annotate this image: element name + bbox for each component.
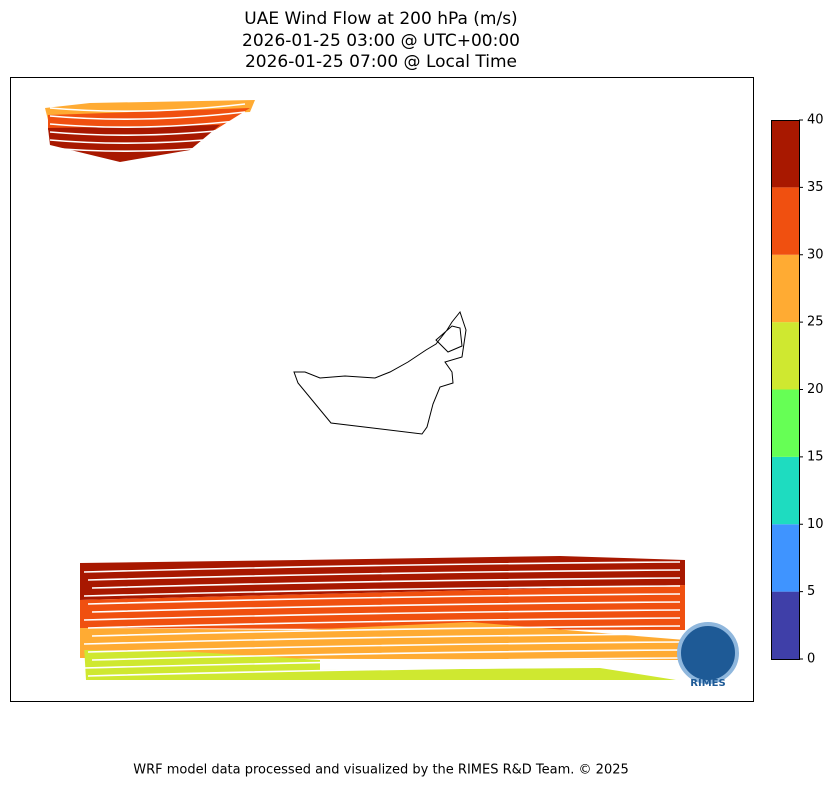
wind-arrow-row <box>91 601 681 613</box>
colorbar-segment <box>771 456 799 525</box>
uae-outline <box>293 310 467 435</box>
wind-arrow-row <box>83 609 681 621</box>
logo: RIMES <box>677 622 739 689</box>
wind-arrow-row <box>49 127 246 136</box>
colorbar-tick-label: 30 <box>807 247 824 262</box>
colorbar: 0 5 10 15 20 25 30 35 40 <box>771 113 824 667</box>
footer: WRF model data processed and visualized … <box>133 763 629 778</box>
wind-speed-area <box>80 556 685 600</box>
colorbar-segment <box>771 187 799 255</box>
wind-arrow-row <box>91 625 681 637</box>
wind-arrow-row <box>87 569 681 581</box>
wind-speed-area <box>84 645 676 680</box>
colorbar-segment <box>771 254 799 323</box>
colorbar-tick-label: 5 <box>807 584 815 599</box>
wind-arrow-row <box>83 585 681 597</box>
wind-arrow-row <box>91 577 681 589</box>
wind-arrow-row <box>87 641 681 653</box>
wind-arrow-row <box>49 111 246 120</box>
wind-arrow-row <box>87 617 681 629</box>
colorbar-tick-label: 10 <box>807 517 824 532</box>
wind-arrow-row <box>87 665 681 677</box>
colorbar-tick-label: 35 <box>807 180 824 195</box>
colorbar-segment <box>771 389 799 457</box>
title-line: UAE Wind Flow at 200 hPa (m/s) <box>244 9 517 29</box>
wind-arrow-row <box>83 657 681 669</box>
wind-arrow-row <box>49 103 246 112</box>
logo-text: RIMES <box>690 678 725 689</box>
wind-arrow-row <box>87 593 681 605</box>
wind-arrow-row <box>49 143 246 152</box>
colorbar-tick-label: 0 <box>807 652 815 667</box>
wind-arrow-row <box>83 561 681 573</box>
colorbar-tick-label: 20 <box>807 382 824 397</box>
colorbar-segment <box>771 120 799 188</box>
colorbar-segment <box>771 524 799 592</box>
colorbar-tick-label: 25 <box>807 315 824 330</box>
title-line: 2026-01-25 07:00 @ Local Time <box>245 52 517 72</box>
logo-badge <box>677 622 739 684</box>
colorbar-tick-label: 15 <box>807 449 824 464</box>
wind-arrow-row <box>49 119 246 128</box>
wind-field <box>45 100 685 680</box>
wind-arrow-row <box>83 633 681 645</box>
colorbar-segment <box>771 322 799 390</box>
colorbar-segment <box>771 591 799 659</box>
title-line: 2026-01-25 03:00 @ UTC+00:00 <box>242 31 520 51</box>
wind-arrow-row <box>91 649 681 661</box>
wind-arrow-row <box>49 135 246 144</box>
colorbar-tick-label: 40 <box>807 113 824 128</box>
map-frame <box>10 77 754 702</box>
